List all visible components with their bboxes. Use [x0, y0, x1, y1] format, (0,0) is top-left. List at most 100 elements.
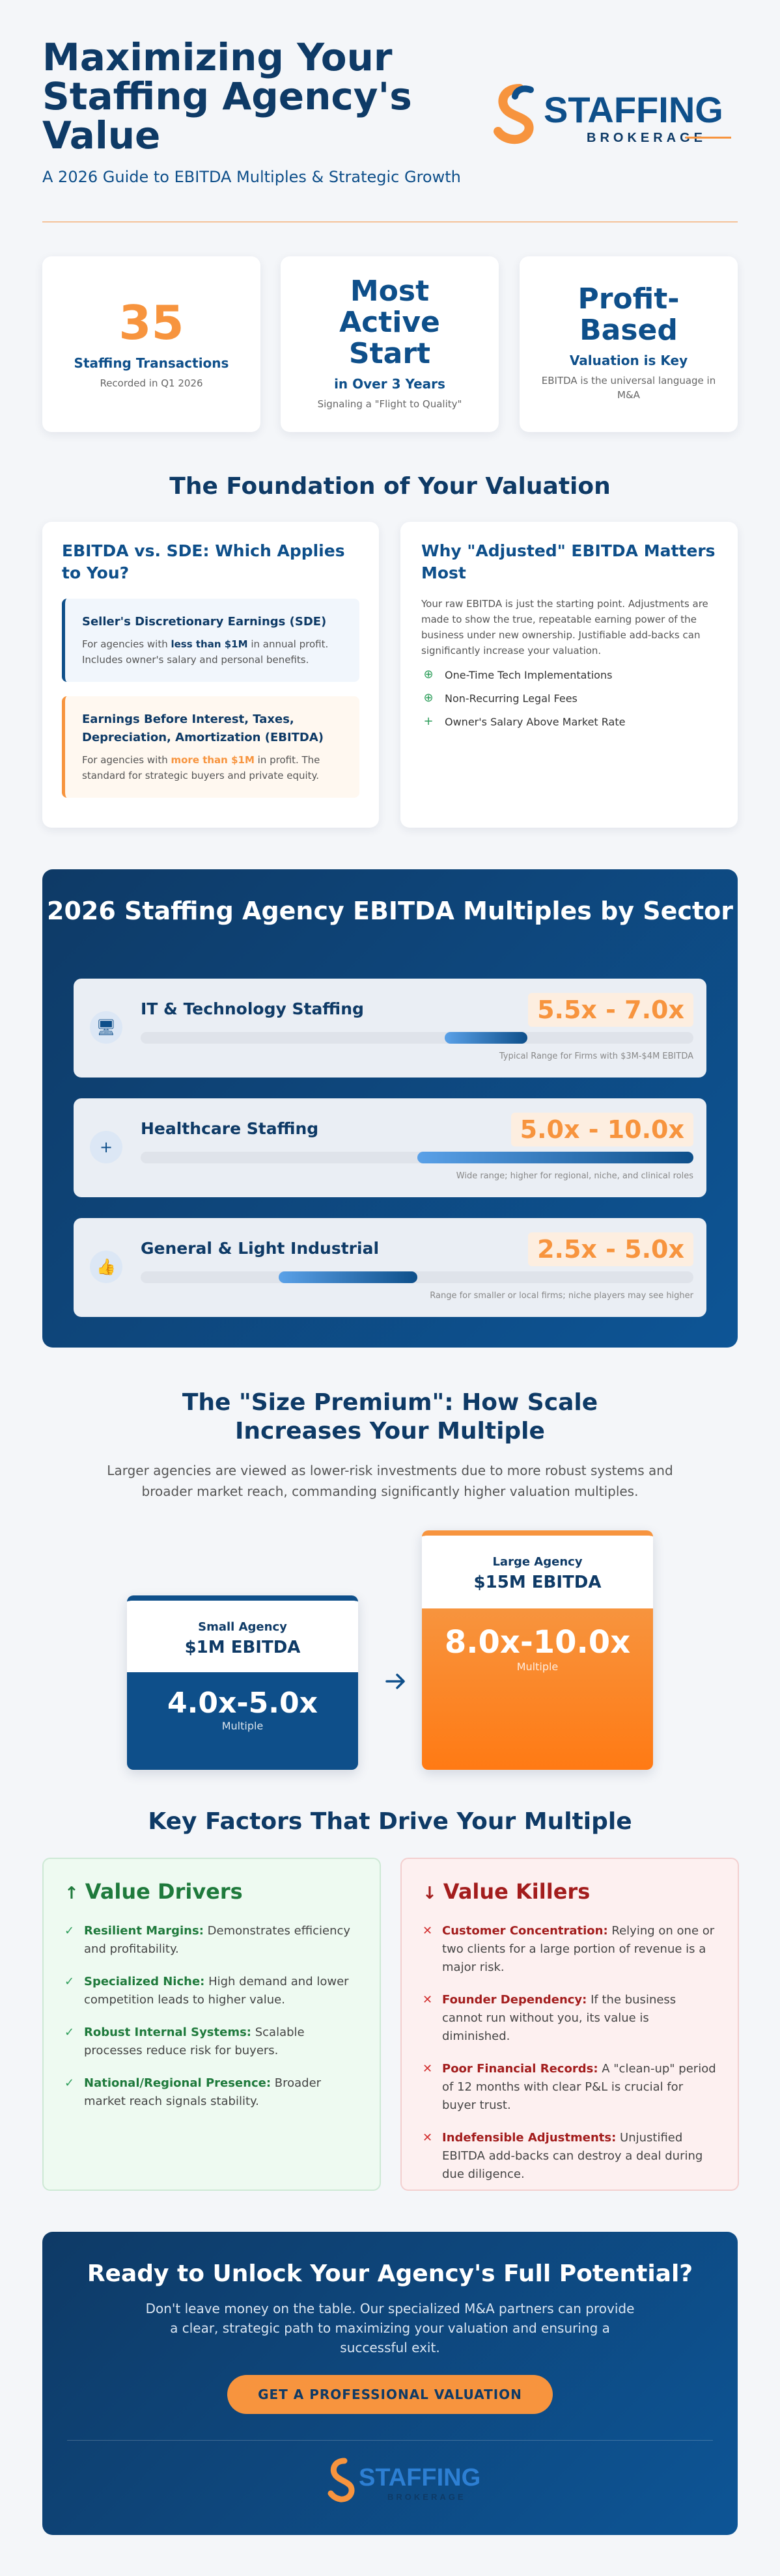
multiples-title: 2026 Staffing Agency EBITDA Multiples by… — [47, 897, 733, 925]
arrow-down-icon: ↓ — [423, 1884, 437, 1903]
multiple-range: 5.0x - 10.0x — [510, 1113, 693, 1146]
value-killers-box: ↓ Value Killers ✕ Customer Concentration: … — [400, 1858, 739, 2191]
driver-item: ✓ Specialized Niche: High demand and lowe… — [64, 1973, 359, 2009]
multiples-panel: 2026 Staffing Agency EBITDA Multiples by… — [42, 869, 738, 1348]
addback-item: + Owner's Salary Above Market Rate — [421, 714, 717, 729]
value-drivers-box: ↑ Value Drivers ✓ Resilient Margins: Demon… — [42, 1858, 381, 2191]
stat-value: Profit-Based — [578, 282, 680, 347]
arrow-right-icon — [384, 1670, 408, 1693]
get-valuation-button[interactable]: GET A PROFESSIONAL VALUATION — [227, 2375, 553, 2414]
header-divider — [42, 221, 738, 223]
plus-icon: + — [423, 714, 434, 728]
size-premium-body: Larger agencies are viewed as lower-risk… — [107, 1463, 673, 1499]
range-fill — [417, 1152, 693, 1163]
driver-item: ✓ Robust Internal Systems: Scalable proce… — [64, 2024, 359, 2060]
range-track — [141, 1032, 693, 1044]
ebitda-box: Earnings Before Interest, Taxes, Depreci… — [62, 696, 359, 798]
agency-multiple-label: Multiple — [516, 1661, 559, 1673]
range-track — [141, 1271, 693, 1283]
stat-label: Valuation is Key — [569, 353, 688, 368]
driver-item: ✓ Resilient Margins: Demonstrates efficie… — [64, 1922, 359, 1959]
value-drivers-title: ↑ Value Drivers — [64, 1879, 243, 1904]
stat-card-transactions: 35 Staffing Transactions Recorded in Q1 … — [42, 256, 260, 432]
x-icon: ✕ — [423, 1924, 433, 1938]
agency-label: Small Agency — [198, 1620, 287, 1634]
addback-item: ⊕ One-Time Tech Implementations — [421, 668, 717, 682]
small-agency-card: Small Agency $1M EBITDA 4.0x-5.0x Multip… — [127, 1595, 358, 1770]
range-track — [141, 1152, 693, 1163]
agency-multiple-label: Multiple — [221, 1720, 264, 1732]
killer-item: ✕ Founder Dependency: If the business can… — [423, 1991, 717, 2046]
factors-title: Key Factors That Drive Your Multiple — [148, 1808, 632, 1835]
cta-panel: Ready to Unlock Your Agency's Full Poten… — [42, 2232, 738, 2535]
ebitda-vs-sde-title: EBITDA vs. SDE: Which Applies to You? — [62, 541, 345, 582]
killer-item: ✕ Indefensible Adjustments: Unjustified E… — [423, 2129, 717, 2184]
multiple-row-it: 🖥 IT & Technology Staffing 5.5x - 7.0x T… — [74, 979, 706, 1078]
sde-title: Seller's Discretionary Earnings (SDE) — [82, 615, 327, 629]
multiple-row-industrial: 👍 General & Light Industrial 2.5x - 5.0x… — [74, 1218, 706, 1317]
sde-box: Seller's Discretionary Earnings (SDE) Fo… — [62, 599, 359, 682]
driver-item: ✓ National/Regional Presence: Broader mar… — [64, 2074, 359, 2111]
check-icon: ✓ — [64, 2076, 75, 2090]
ebitda-title: Earnings Before Interest, Taxes, Depreci… — [82, 712, 324, 744]
check-icon: ✓ — [64, 1924, 75, 1938]
sector-note: Typical Range for Firms with $3M-$4M EBI… — [499, 1051, 693, 1061]
sector-note: Range for smaller or local firms; niche … — [430, 1291, 693, 1301]
multiple-range: 2.5x - 5.0x — [528, 1232, 693, 1266]
agency-label: Large Agency — [492, 1555, 583, 1569]
adjusted-ebitda-body: Your raw EBITDA is just the starting poi… — [421, 598, 708, 657]
sector-note: Wide range; higher for regional, niche, … — [456, 1171, 693, 1181]
page-subtitle: A 2026 Guide to EBITDA Multiples & Strat… — [42, 168, 461, 186]
multiple-row-healthcare: + Healthcare Staffing 5.0x - 10.0x Wide … — [74, 1098, 706, 1197]
x-icon: ✕ — [423, 2131, 433, 2145]
page-title: Maximizing Your Staffing Agency's Value — [42, 35, 412, 157]
agency-multiple: 4.0x-5.0x — [167, 1687, 318, 1720]
arrow-up-icon: ↑ — [64, 1884, 79, 1903]
adjusted-ebitda-card: Why "Adjusted" EBITDA Matters Most Your … — [400, 522, 738, 828]
staffing-brokerage-logo: STAFFING BROKERAGE — [494, 84, 731, 145]
sector-name: General & Light Industrial — [141, 1239, 380, 1258]
range-fill — [444, 1032, 528, 1044]
logo-sub-text: BROKERAGE — [587, 131, 706, 145]
plus-circle-icon: ⊕ — [423, 668, 434, 681]
stat-value: 35 — [118, 295, 184, 350]
addback-item: ⊕ Non-Recurring Legal Fees — [421, 691, 717, 705]
stat-card-profit-based: Profit-Based Valuation is Key EBITDA is … — [520, 256, 738, 432]
footer-logo: STAFFING BROKERAGE — [327, 2458, 481, 2502]
x-icon: ✕ — [423, 1993, 433, 2007]
stat-note: Signaling a "Flight to Quality" — [317, 398, 462, 410]
x-icon: ✕ — [423, 2062, 433, 2076]
killer-item: ✕ Poor Financial Records: A "clean-up" pe… — [423, 2060, 717, 2115]
stat-label: in Over 3 Years — [334, 376, 445, 392]
stat-card-active-start: Most Active Start in Over 3 Years Signal… — [281, 256, 499, 432]
large-agency-card: Large Agency $15M EBITDA 8.0x-10.0x Mult… — [422, 1530, 653, 1770]
cta-body: Don't leave money on the table. Our spec… — [145, 2301, 635, 2355]
check-icon: ✓ — [64, 1975, 75, 1988]
adjusted-ebitda-title: Why "Adjusted" EBITDA Matters Most — [421, 541, 716, 582]
foundation-title: The Foundation of Your Valuation — [169, 473, 611, 500]
stat-value: Most Active Start — [339, 275, 440, 370]
sde-text: For agencies with less than $1M in annua… — [82, 638, 329, 666]
footer-logo-sub: BROKERAGE — [387, 2492, 466, 2502]
ebitda-vs-sde-card: EBITDA vs. SDE: Which Applies to You? Se… — [42, 522, 379, 828]
agency-ebitda: $1M EBITDA — [184, 1638, 301, 1657]
thumbs-up-icon: 👍 — [90, 1251, 122, 1283]
cta-divider — [67, 2440, 713, 2441]
stat-note: Recorded in Q1 2026 — [100, 377, 203, 389]
logo-main-text: STAFFING — [544, 89, 723, 130]
plus-circle-icon: ⊕ — [423, 691, 434, 705]
plus-icon: + — [90, 1131, 122, 1163]
check-icon: ✓ — [64, 2026, 75, 2039]
range-fill — [279, 1271, 417, 1283]
sector-name: Healthcare Staffing — [141, 1119, 319, 1138]
value-killers-title: ↓ Value Killers — [423, 1879, 591, 1904]
size-premium-title: The "Size Premium": How Scale Increases … — [182, 1389, 598, 1444]
cta-title: Ready to Unlock Your Agency's Full Poten… — [87, 2260, 693, 2287]
ebitda-text: For agencies with more than $1M in profi… — [82, 754, 320, 781]
agency-multiple: 8.0x-10.0x — [444, 1624, 631, 1661]
sector-name: IT & Technology Staffing — [141, 999, 364, 1018]
multiple-range: 5.5x - 7.0x — [528, 993, 693, 1027]
agency-ebitda: $15M EBITDA — [473, 1573, 602, 1592]
footer-logo-main: STAFFING — [359, 2464, 481, 2491]
